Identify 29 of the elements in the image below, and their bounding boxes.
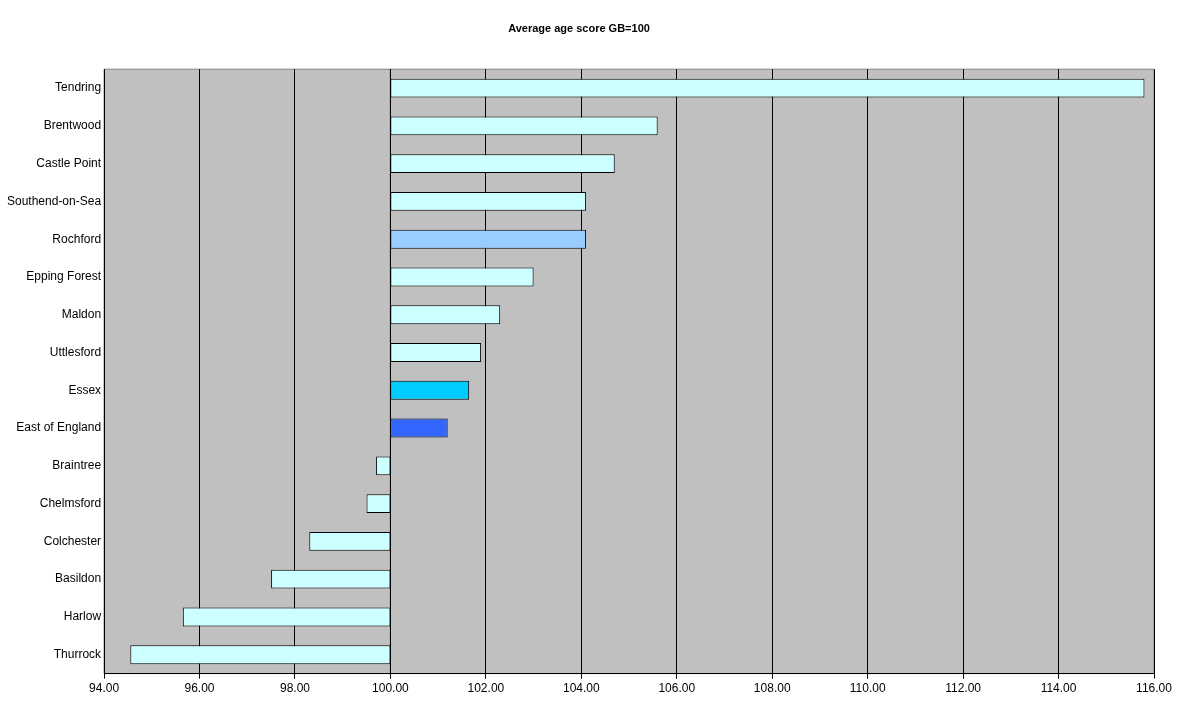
y-tick-label: Southend-on-Sea	[6, 193, 102, 208]
y-tick-label: Brentwood	[43, 118, 102, 133]
y-tick-label: Essex	[68, 382, 102, 397]
y-tick-label: Braintree	[52, 458, 102, 473]
x-tick-label: 96.00	[184, 681, 215, 696]
y-tick-label: Tendring	[55, 80, 102, 95]
y-tick-label: East of England	[16, 420, 102, 435]
x-tick-label: 104.00	[562, 681, 600, 696]
y-tick-label: Chelmsford	[39, 495, 102, 510]
x-tick-label: 100.00	[372, 681, 410, 696]
y-tick-label: Epping Forest	[26, 269, 102, 284]
x-tick-label: 94.00	[89, 681, 120, 696]
x-tick-label: 108.00	[753, 681, 791, 696]
x-tick-label: 106.00	[658, 681, 696, 696]
y-tick-label: Castle Point	[36, 155, 102, 170]
x-tick-label: 114.00	[1040, 681, 1077, 696]
x-tick-label: 102.00	[467, 681, 505, 696]
chart-title: Average age score GB=100	[508, 21, 650, 34]
x-tick-label: 116.00	[1136, 681, 1173, 696]
y-tick-label: Harlow	[63, 609, 102, 624]
y-tick-label: Uttlesford	[49, 344, 102, 359]
y-tick-label: Colchester	[43, 533, 102, 548]
x-tick-label: 110.00	[849, 681, 886, 696]
y-tick-label: Rochford	[52, 231, 102, 246]
x-tick-label: 112.00	[945, 681, 982, 696]
x-tick-label: 98.00	[279, 681, 311, 696]
y-tick-label: Maldon	[61, 307, 102, 322]
y-tick-label: Thurrock	[53, 647, 103, 662]
y-tick-label: Basildon	[55, 571, 102, 586]
